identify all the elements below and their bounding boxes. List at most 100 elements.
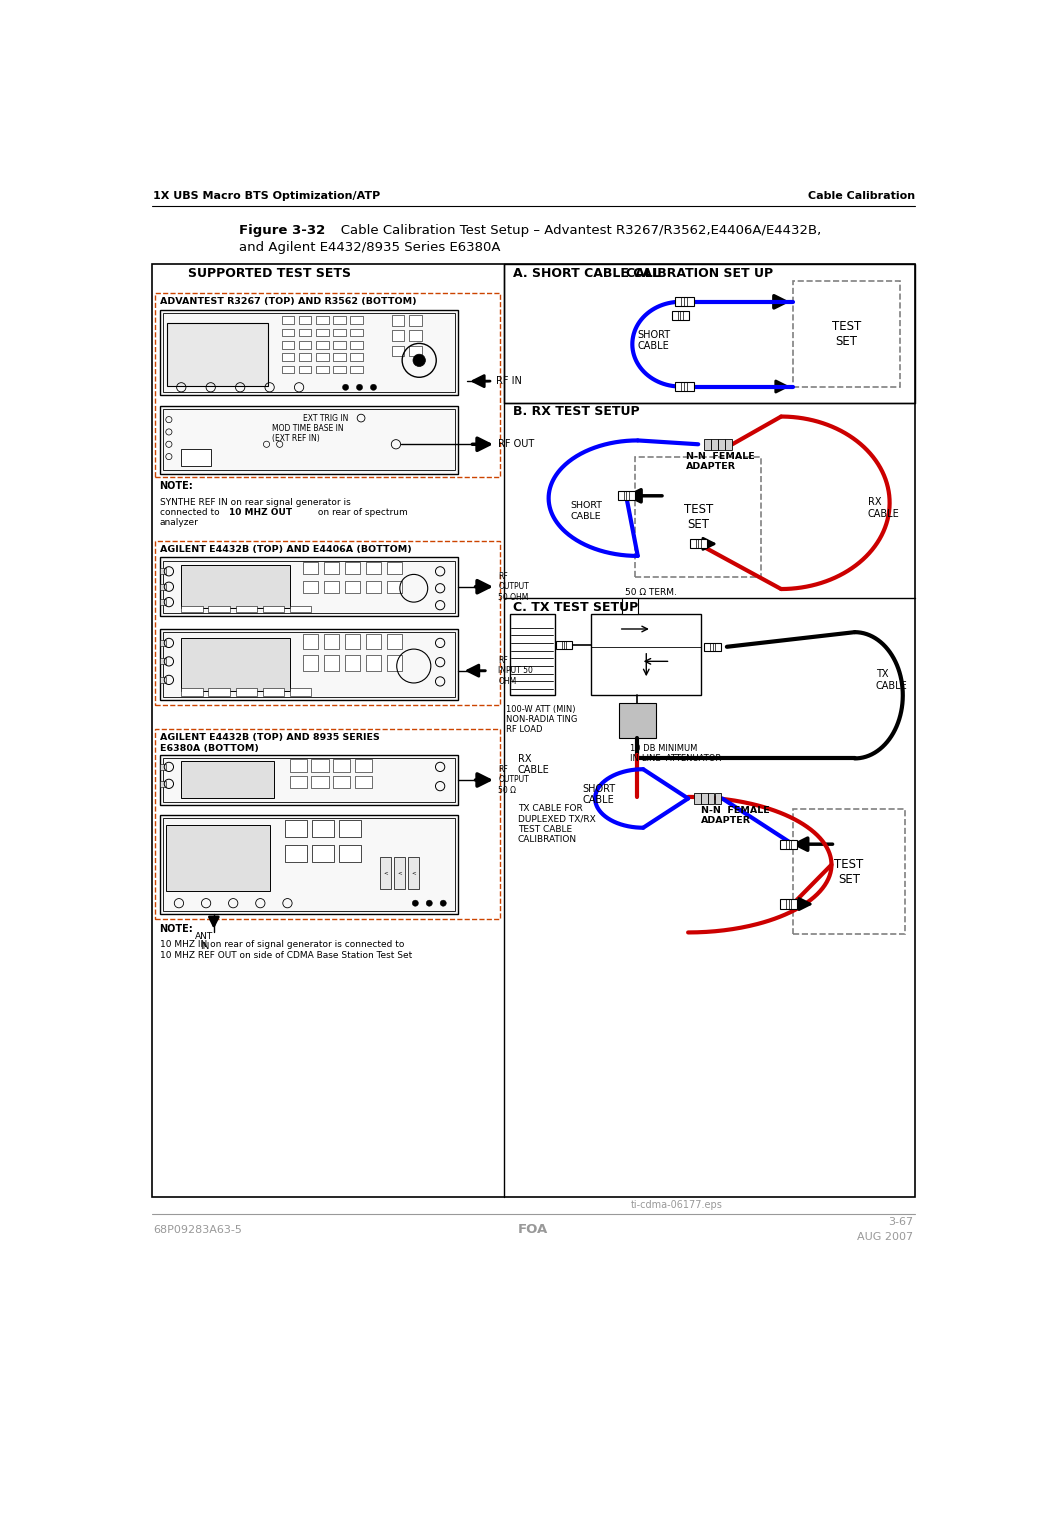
Bar — [159, 406, 458, 473]
Bar — [510, 614, 555, 695]
Text: RX
CABLE: RX CABLE — [868, 498, 899, 519]
Bar — [299, 366, 311, 374]
Bar — [159, 764, 166, 770]
Bar — [350, 341, 362, 348]
Circle shape — [356, 385, 362, 391]
Bar — [181, 565, 289, 608]
Text: ANT
IN: ANT IN — [196, 931, 213, 951]
Bar — [289, 606, 311, 612]
Text: <: < — [411, 870, 416, 875]
Text: and Agilent E4432/8935 Series E6380A: and Agilent E4432/8935 Series E6380A — [238, 241, 500, 253]
Text: SYNTHE REF IN on rear signal generator is: SYNTHE REF IN on rear signal generator i… — [159, 498, 351, 507]
Bar — [365, 634, 381, 649]
Bar — [690, 539, 707, 548]
Bar — [705, 438, 711, 449]
Bar — [345, 562, 360, 574]
Text: SHORT
CABLE: SHORT CABLE — [570, 501, 603, 521]
Bar — [386, 634, 402, 649]
Bar — [333, 776, 350, 788]
Text: RF OUT: RF OUT — [499, 440, 534, 449]
Bar — [718, 438, 725, 449]
Bar — [793, 281, 899, 388]
Text: 1X UBS Macro BTS Optimization/ATP: 1X UBS Macro BTS Optimization/ATP — [153, 191, 381, 202]
Bar — [316, 316, 329, 324]
Bar — [159, 658, 166, 664]
Bar — [392, 345, 405, 356]
Bar — [159, 640, 166, 646]
Bar — [324, 634, 339, 649]
Text: TEST
SET: TEST SET — [832, 321, 861, 348]
Bar — [623, 597, 637, 614]
Bar — [409, 345, 422, 356]
Text: MOD TIME BASE IN
(EXT REF IN): MOD TIME BASE IN (EXT REF IN) — [272, 425, 344, 443]
Bar — [159, 629, 458, 699]
Text: EXT TRIG IN: EXT TRIG IN — [303, 414, 349, 423]
Bar — [168, 322, 269, 386]
Bar — [350, 366, 362, 374]
Bar — [386, 655, 402, 670]
Text: N-N  FEMALE
ADAPTER: N-N FEMALE ADAPTER — [686, 452, 755, 470]
Bar — [702, 793, 708, 803]
Text: 50 Ω TERM.: 50 Ω TERM. — [625, 588, 677, 597]
Text: NOTE:: NOTE: — [159, 924, 194, 935]
Bar — [711, 438, 717, 449]
Bar — [339, 844, 361, 861]
Bar — [617, 492, 635, 501]
Bar — [312, 820, 334, 837]
Text: 10 MHZ IN on rear of signal generator is connected to: 10 MHZ IN on rear of signal generator is… — [159, 941, 404, 950]
Bar — [618, 702, 656, 738]
Bar — [208, 689, 230, 696]
Circle shape — [342, 385, 349, 391]
Bar — [303, 655, 319, 670]
Bar — [303, 562, 319, 574]
Bar — [159, 583, 166, 589]
Bar — [386, 580, 402, 592]
Text: TX CABLE FOR
DUPLEXED TX/RX
TEST CABLE
CALIBRATION: TX CABLE FOR DUPLEXED TX/RX TEST CABLE C… — [517, 803, 595, 844]
Bar — [282, 328, 295, 336]
Text: SHORT
CABLE: SHORT CABLE — [638, 330, 670, 351]
Text: <: < — [398, 870, 402, 875]
Bar — [282, 316, 295, 324]
Text: FOA: FOA — [518, 1223, 549, 1237]
Text: A. SHORT CABLE CAL: A. SHORT CABLE CAL — [513, 267, 660, 279]
Bar — [324, 580, 339, 592]
Bar — [289, 759, 307, 771]
Text: C. TX TEST SETUP: C. TX TEST SETUP — [513, 602, 638, 614]
Bar — [781, 899, 797, 909]
Bar — [159, 815, 458, 915]
Bar — [181, 638, 289, 690]
Text: 68P09283A63-5: 68P09283A63-5 — [153, 1225, 243, 1235]
Bar — [333, 328, 346, 336]
Bar — [350, 316, 362, 324]
Bar — [365, 655, 381, 670]
Bar — [299, 353, 311, 360]
Bar — [793, 809, 905, 935]
Bar — [289, 776, 307, 788]
Text: B. RX TEST SETUP: B. RX TEST SETUP — [513, 406, 639, 418]
Circle shape — [426, 899, 432, 906]
Bar — [155, 730, 500, 919]
Text: AGILENT E4432B (TOP) AND E4406A (BOTTOM): AGILENT E4432B (TOP) AND E4406A (BOTTOM) — [159, 545, 411, 554]
Circle shape — [413, 354, 426, 366]
Bar — [282, 341, 295, 348]
Bar — [181, 606, 203, 612]
Bar — [355, 759, 372, 771]
Bar — [350, 353, 362, 360]
Text: AUG 2007: AUG 2007 — [857, 1232, 913, 1243]
Text: on rear of spectrum: on rear of spectrum — [314, 508, 407, 518]
Text: analyzer: analyzer — [159, 518, 199, 527]
Bar — [333, 341, 346, 348]
Bar — [635, 458, 761, 577]
Text: RF
INPUT 50
OHM: RF INPUT 50 OHM — [499, 655, 533, 686]
Bar — [152, 264, 915, 1197]
Bar — [675, 382, 694, 391]
Text: 10 MHZ OUT: 10 MHZ OUT — [229, 508, 293, 518]
Bar — [262, 606, 284, 612]
Bar — [726, 438, 732, 449]
Bar — [316, 328, 329, 336]
Bar — [316, 341, 329, 348]
Bar — [324, 655, 339, 670]
Bar — [299, 328, 311, 336]
Bar — [345, 580, 360, 592]
Bar — [333, 353, 346, 360]
